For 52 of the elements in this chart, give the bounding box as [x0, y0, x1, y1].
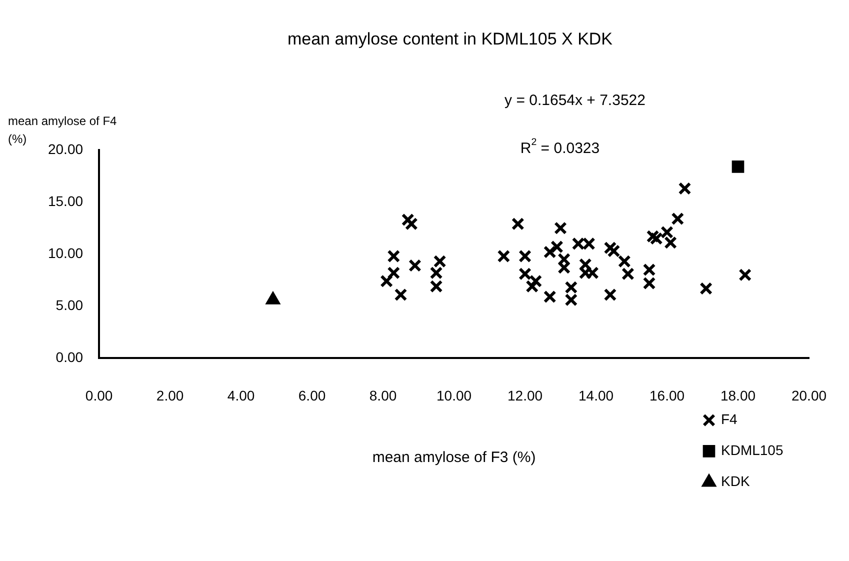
chart-title: mean amylose content in KDML105 X KDK [287, 30, 614, 49]
point [604, 241, 617, 254]
point [543, 290, 556, 304]
x-tick-label: 12.00 [507, 387, 543, 404]
legend-label: KDK [721, 473, 750, 490]
point [518, 267, 532, 280]
text: y = 0.1654x + 7.3522 [504, 92, 646, 110]
y-tick-label: 20.00 [48, 140, 84, 157]
x-tick-label: 6.00 [298, 387, 326, 404]
point [387, 266, 400, 280]
point [543, 246, 556, 258]
point [572, 237, 585, 250]
x-tick-label: 8.00 [369, 387, 397, 404]
point [646, 230, 660, 243]
point [650, 232, 663, 245]
x-tick-label: 4.00 [227, 387, 255, 404]
point [586, 266, 599, 280]
x-tick-label: 2.00 [156, 387, 184, 404]
point [529, 274, 542, 288]
point [404, 217, 418, 230]
y-tick-label: 5.00 [56, 297, 84, 314]
x-tick-label: 18.00 [720, 387, 756, 404]
x-tick-label: 14.00 [578, 387, 614, 404]
point [526, 280, 539, 293]
x-tick-label: 16.00 [649, 387, 685, 404]
point [732, 160, 744, 173]
point [497, 250, 510, 263]
point [607, 244, 620, 258]
x-axis-title: mean amylose of F3 (%) [372, 449, 536, 466]
legend-label: F4 [721, 411, 738, 428]
x-tick-label: 10.00 [436, 387, 472, 404]
point [582, 237, 596, 250]
point [408, 259, 422, 272]
legend-label: KDML105 [721, 442, 784, 458]
x-tick-label: 0.00 [85, 387, 113, 404]
point [671, 212, 684, 226]
y-tick-label: 10.00 [48, 244, 84, 261]
point [394, 288, 408, 302]
point [550, 240, 564, 254]
point [604, 288, 617, 302]
y-tick-label: 0.00 [56, 349, 84, 366]
y-tick-label: 15.00 [48, 192, 84, 209]
point [518, 250, 532, 263]
point [738, 268, 752, 282]
point [700, 282, 713, 295]
point [380, 274, 394, 288]
point [554, 222, 567, 235]
x-tick-label: 20.00 [791, 387, 827, 404]
point [511, 217, 524, 230]
point [387, 250, 400, 263]
point [401, 213, 414, 226]
point [678, 182, 692, 195]
